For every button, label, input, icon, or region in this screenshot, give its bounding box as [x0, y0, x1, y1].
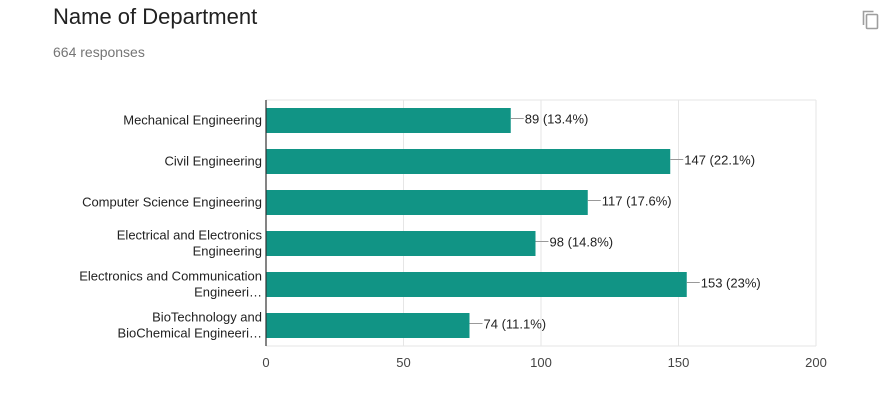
data-label: 74 (11.1%)	[484, 317, 547, 332]
bar	[266, 190, 588, 215]
bar	[266, 108, 511, 133]
data-label: 89 (13.4%)	[525, 112, 589, 127]
response-count: 664 responses	[53, 44, 145, 60]
category-label: Civil Engineering	[164, 154, 262, 169]
category-label: Electronics and Communication	[79, 269, 262, 284]
x-tick-label: 200	[805, 355, 827, 370]
copy-icon[interactable]	[860, 8, 880, 32]
category-label: Computer Science Engineering	[82, 195, 262, 210]
x-tick-label: 0	[262, 355, 269, 370]
x-tick-label: 50	[396, 355, 410, 370]
data-label: 153 (23%)	[701, 276, 761, 291]
chart-title: Name of Department	[53, 4, 258, 29]
data-label: 117 (17.6%)	[602, 194, 672, 209]
category-label: Engineering	[193, 244, 262, 259]
category-label: BioTechnology and	[152, 310, 262, 325]
category-label: Electrical and Electronics	[117, 228, 263, 243]
data-label: 147 (22.1%)	[684, 153, 755, 168]
x-tick-label: 150	[668, 355, 690, 370]
category-label: Engineeri…	[194, 285, 262, 300]
category-label: BioChemical Engineeri…	[117, 326, 262, 341]
category-label: Mechanical Engineering	[123, 113, 262, 128]
bar	[266, 272, 687, 297]
bar	[266, 313, 470, 338]
x-tick-label: 100	[530, 355, 552, 370]
bar	[266, 149, 671, 174]
bar	[266, 231, 536, 256]
data-label: 98 (14.8%)	[550, 235, 614, 250]
